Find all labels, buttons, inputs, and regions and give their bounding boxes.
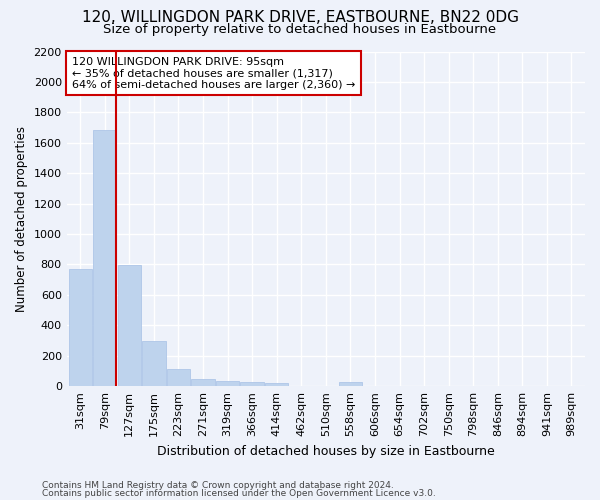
Bar — [118, 265, 141, 386]
Text: Contains public sector information licensed under the Open Government Licence v3: Contains public sector information licen… — [42, 488, 436, 498]
Text: 120, WILLINGDON PARK DRIVE, EASTBOURNE, BN22 0DG: 120, WILLINGDON PARK DRIVE, EASTBOURNE, … — [82, 10, 518, 25]
Bar — [265, 383, 289, 386]
X-axis label: Distribution of detached houses by size in Eastbourne: Distribution of detached houses by size … — [157, 444, 495, 458]
Bar — [68, 269, 92, 386]
Bar — [142, 340, 166, 386]
Text: 120 WILLINGDON PARK DRIVE: 95sqm
← 35% of detached houses are smaller (1,317)
64: 120 WILLINGDON PARK DRIVE: 95sqm ← 35% o… — [72, 56, 355, 90]
Bar — [191, 380, 215, 386]
Text: Contains HM Land Registry data © Crown copyright and database right 2024.: Contains HM Land Registry data © Crown c… — [42, 481, 394, 490]
Bar — [93, 130, 116, 386]
Bar — [167, 368, 190, 386]
Bar — [216, 381, 239, 386]
Y-axis label: Number of detached properties: Number of detached properties — [15, 126, 28, 312]
Bar — [339, 382, 362, 386]
Bar — [241, 382, 264, 386]
Text: Size of property relative to detached houses in Eastbourne: Size of property relative to detached ho… — [103, 22, 497, 36]
